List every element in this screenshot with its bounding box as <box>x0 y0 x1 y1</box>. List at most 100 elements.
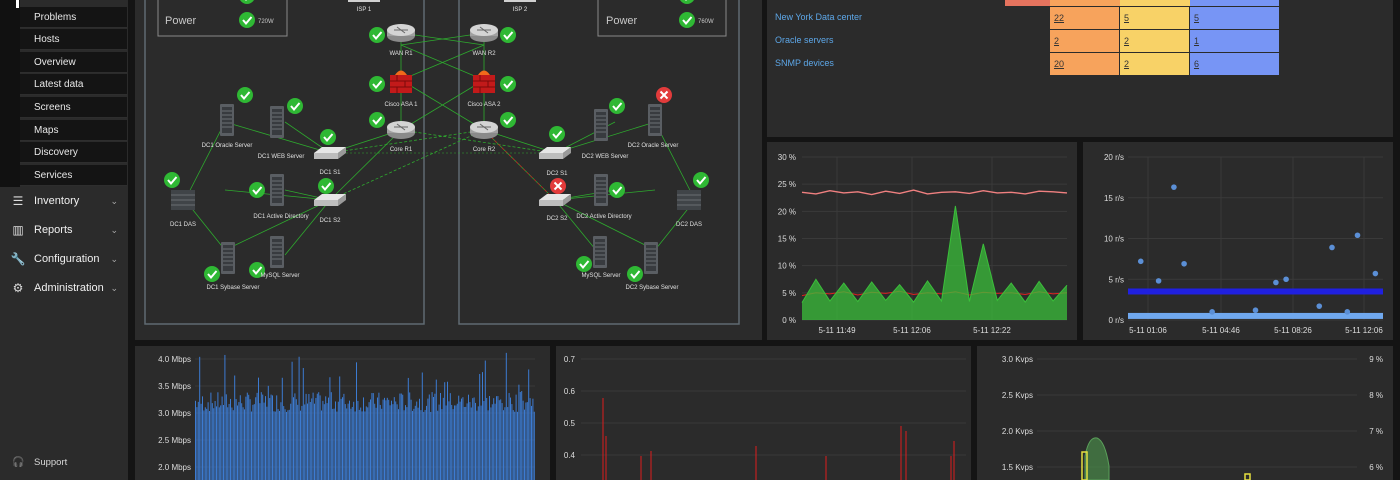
router-icon[interactable] <box>386 120 416 140</box>
bar <box>196 407 198 480</box>
menu-administration-label: Administration <box>34 282 104 294</box>
server-icon[interactable] <box>269 235 285 269</box>
data-point <box>1171 184 1177 190</box>
menu-services[interactable]: Services <box>20 165 127 186</box>
cell-information[interactable]: 6 <box>1190 53 1279 75</box>
server-icon[interactable] <box>220 241 236 275</box>
cell-high[interactable]: 22 <box>1050 7 1119 29</box>
server-icon[interactable] <box>593 173 609 207</box>
menu-maps[interactable]: Maps <box>20 120 127 141</box>
bar <box>479 373 481 480</box>
y-tick-label: 3.0 Mbps <box>158 409 191 418</box>
bar <box>305 393 307 480</box>
group-link[interactable]: New York Data center <box>775 12 863 22</box>
bar <box>293 397 294 480</box>
cell-high[interactable]: 20 <box>1050 53 1119 75</box>
bar <box>409 392 411 480</box>
data-point <box>1354 232 1361 239</box>
server-icon[interactable] <box>269 173 285 207</box>
bar <box>256 392 258 480</box>
isp1-icon[interactable] <box>348 0 380 2</box>
bar <box>420 410 422 480</box>
bar <box>370 399 371 480</box>
cell-high[interactable]: 2 <box>1050 30 1119 52</box>
node-label: DC1 Active Directory <box>253 214 308 220</box>
menu-inventory[interactable]: ☰ Inventory ⌄ <box>0 187 128 216</box>
bar <box>238 402 240 480</box>
switch-icon[interactable] <box>314 194 346 206</box>
firewall-icon[interactable] <box>472 70 496 94</box>
server-icon[interactable] <box>269 105 285 139</box>
server-icon[interactable] <box>643 241 659 275</box>
bar-series <box>1244 473 1251 480</box>
bar <box>526 402 528 480</box>
firewall-icon[interactable] <box>389 70 413 94</box>
group-link[interactable]: SNMP devices <box>775 58 834 68</box>
group-link[interactable]: Oracle servers <box>775 35 834 45</box>
cell-average[interactable]: 2 <box>1120 53 1189 75</box>
storage-icon[interactable] <box>170 189 196 211</box>
data-point <box>1372 270 1379 277</box>
switch-icon[interactable] <box>539 194 571 206</box>
bar <box>451 404 453 480</box>
cell-average[interactable]: 5 <box>1120 7 1189 29</box>
bar <box>202 396 203 480</box>
bar <box>354 411 356 480</box>
menu-administration[interactable]: ⚙ Administration ⌄ <box>0 274 128 303</box>
data-point <box>1329 244 1335 251</box>
y2-tick-label: 9 % <box>1369 355 1383 364</box>
error-icon <box>549 177 567 195</box>
bar <box>377 397 378 480</box>
bar <box>318 392 320 480</box>
menu-problems[interactable]: Problems <box>20 7 127 28</box>
switch-icon[interactable] <box>314 147 346 159</box>
table-row: SNMP devices 20 2 6 <box>767 53 1279 75</box>
bar <box>245 396 247 480</box>
bar-chart-icon: ▥ <box>12 223 24 237</box>
isp2-icon[interactable] <box>504 0 536 2</box>
cell-average[interactable]: 2 <box>1120 30 1189 52</box>
router-icon[interactable] <box>469 23 499 43</box>
bar <box>223 404 224 480</box>
bar <box>396 404 398 480</box>
y-tick-label: 0.4 <box>564 451 576 460</box>
router-icon[interactable] <box>386 23 416 43</box>
server-icon[interactable] <box>593 108 609 142</box>
node-label: Core R1 <box>390 147 413 153</box>
bar <box>319 395 321 480</box>
bar <box>280 402 282 480</box>
bar <box>519 392 521 480</box>
check-icon <box>608 97 626 115</box>
menu-latest-data[interactable]: Latest data <box>20 74 127 95</box>
bar <box>378 392 380 480</box>
router-icon[interactable] <box>469 120 499 140</box>
dc2-zone <box>458 0 740 325</box>
bar <box>421 372 423 480</box>
menu-overview[interactable]: Overview <box>20 52 127 73</box>
menu-discovery[interactable]: Discovery <box>20 142 127 163</box>
cell-information[interactable]: 1 <box>1190 30 1279 52</box>
menu-configuration[interactable]: 🔧 Configuration ⌄ <box>0 245 128 274</box>
bar <box>449 393 451 480</box>
server-icon[interactable] <box>647 103 663 137</box>
support-link[interactable]: 🎧 Support <box>0 452 128 474</box>
headset-icon: 🎧 <box>12 457 25 468</box>
menu-screens[interactable]: Screens <box>20 97 127 118</box>
switch-icon[interactable] <box>539 147 571 159</box>
cell-information[interactable]: 5 <box>1190 7 1279 29</box>
network-map: Power 720W Power 760W ISP 1 ISP 2 WAN R1… <box>144 0 740 325</box>
bar <box>332 408 334 480</box>
x-tick-label: 5-11 04:46 <box>1202 326 1240 335</box>
bar <box>503 410 504 480</box>
server-icon[interactable] <box>592 235 608 269</box>
bar <box>463 406 465 480</box>
menu-hosts[interactable]: Hosts <box>20 29 127 50</box>
bar <box>388 399 390 480</box>
bar <box>322 400 324 480</box>
bar <box>340 398 342 480</box>
bar <box>510 397 511 480</box>
storage-icon[interactable] <box>676 189 702 211</box>
menu-reports[interactable]: ▥ Reports ⌄ <box>0 216 128 245</box>
bar <box>494 403 496 480</box>
server-icon[interactable] <box>219 103 235 137</box>
